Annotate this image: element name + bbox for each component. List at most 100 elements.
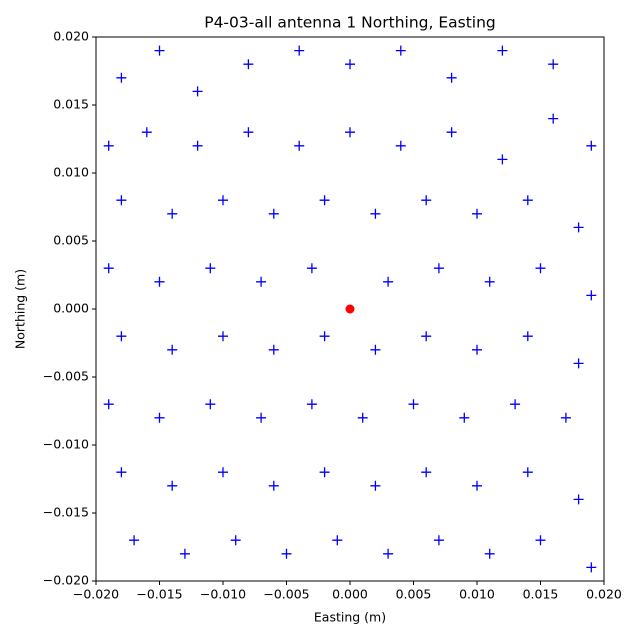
x-tick-label: −0.015 <box>136 587 182 602</box>
point <box>484 276 495 287</box>
y-axis-label: Northing (m) <box>13 269 28 349</box>
y-tick-label: −0.020 <box>43 573 89 588</box>
point <box>268 480 279 491</box>
point <box>243 127 254 138</box>
point <box>472 208 482 219</box>
x-tick-label: 0.020 <box>586 587 622 602</box>
x-tick-label: −0.005 <box>263 587 309 602</box>
point <box>205 399 216 410</box>
point <box>306 263 317 274</box>
point <box>395 140 406 151</box>
point <box>408 399 419 410</box>
point <box>218 331 228 342</box>
point <box>560 412 571 423</box>
point <box>357 412 368 423</box>
point <box>129 535 140 546</box>
point <box>103 263 114 274</box>
point <box>294 45 305 56</box>
point <box>345 127 355 138</box>
point <box>218 467 228 478</box>
point <box>167 208 178 219</box>
point <box>573 494 584 505</box>
point <box>573 222 584 233</box>
point <box>256 412 267 423</box>
point <box>522 467 533 478</box>
x-tick-label: 0.000 <box>332 587 368 602</box>
point <box>154 45 165 56</box>
point <box>281 548 292 559</box>
point <box>167 480 178 491</box>
point <box>154 412 165 423</box>
point <box>522 331 533 342</box>
point <box>205 263 216 274</box>
point <box>370 480 381 491</box>
point <box>421 467 432 478</box>
point <box>472 480 482 491</box>
point <box>459 412 470 423</box>
point <box>395 45 406 56</box>
y-tick-label: 0.000 <box>53 301 89 316</box>
point <box>103 399 114 410</box>
point <box>332 535 343 546</box>
point <box>548 59 559 70</box>
point <box>497 45 508 56</box>
point <box>446 72 457 83</box>
y-tick-label: 0.005 <box>53 233 89 248</box>
point <box>319 331 330 342</box>
point <box>116 72 127 83</box>
point <box>548 113 559 124</box>
point <box>116 195 127 206</box>
point <box>268 208 279 219</box>
point <box>586 290 597 301</box>
point <box>294 140 305 151</box>
point <box>230 535 241 546</box>
point <box>421 331 432 342</box>
y-tick-label: 0.010 <box>53 165 89 180</box>
x-tick-label: 0.015 <box>523 587 559 602</box>
point <box>116 467 127 478</box>
y-tick-label: 0.020 <box>53 29 89 44</box>
point <box>497 154 508 165</box>
point <box>154 276 165 287</box>
point <box>141 127 152 138</box>
point <box>306 399 317 410</box>
point <box>370 208 381 219</box>
point <box>586 562 597 573</box>
point <box>586 140 597 151</box>
point <box>535 263 546 274</box>
x-tick-label: −0.020 <box>73 587 119 602</box>
point <box>522 195 533 206</box>
x-axis-label: Easting (m) <box>314 610 386 625</box>
point <box>345 59 355 70</box>
point <box>573 358 584 369</box>
plot-area <box>103 45 597 573</box>
point <box>243 59 254 70</box>
point <box>421 195 432 206</box>
point <box>319 195 330 206</box>
point <box>383 548 394 559</box>
point <box>116 331 127 342</box>
chart-title: P4-03-all antenna 1 Northing, Easting <box>204 14 496 32</box>
point <box>192 140 203 151</box>
point <box>103 140 114 151</box>
point <box>345 304 355 314</box>
point <box>433 263 444 274</box>
point <box>167 344 178 355</box>
y-tick-label: 0.015 <box>53 97 89 112</box>
y-tick-label: −0.005 <box>43 369 89 384</box>
point <box>446 127 457 138</box>
point <box>319 467 330 478</box>
point <box>433 535 444 546</box>
point <box>268 344 279 355</box>
point <box>179 548 190 559</box>
point <box>484 548 495 559</box>
point <box>535 535 546 546</box>
x-tick-label: 0.010 <box>459 587 495 602</box>
x-tick-label: −0.010 <box>200 587 246 602</box>
x-tick-label: 0.005 <box>396 587 432 602</box>
point <box>383 276 394 287</box>
point <box>472 344 482 355</box>
point <box>370 344 381 355</box>
